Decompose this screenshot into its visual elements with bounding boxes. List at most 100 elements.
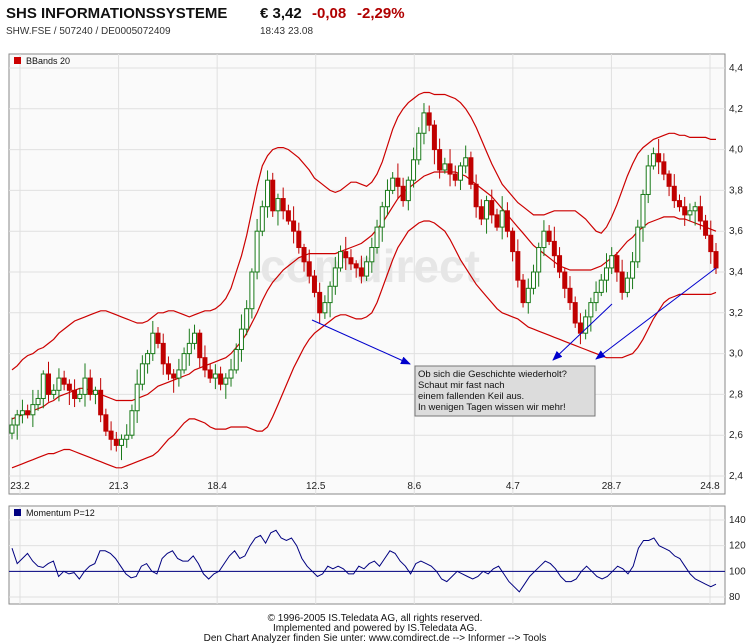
candle-body [353, 263, 359, 269]
footer-tools-link[interactable]: Den Chart Analyzer finden Sie unter: www… [203, 633, 547, 644]
candlestick-series [9, 103, 719, 461]
candle-body [499, 210, 505, 228]
candle-body [259, 206, 265, 232]
price-x-tick-label: 23.2 [10, 481, 30, 492]
price-change-abs: -0,08 [312, 5, 347, 22]
price-change-pct: -2,29% [357, 5, 405, 22]
candle-body [233, 349, 239, 371]
candle-body [421, 112, 427, 134]
momentum-legend-label: Momentum P=12 [26, 508, 95, 518]
momentum-y-tick-label: 120 [729, 541, 746, 552]
candle-body [557, 255, 563, 273]
price-y-tick-label: 2,6 [729, 430, 743, 441]
candle-body [317, 291, 323, 314]
candle-body [692, 206, 698, 212]
candle-body [212, 373, 218, 379]
annotation-arrow [552, 303, 613, 361]
candle-body [379, 206, 385, 228]
price-y-tick-label: 3,8 [729, 185, 743, 196]
candle-body [588, 302, 594, 318]
price-y-tick-label: 3,0 [729, 349, 743, 360]
candle-body [280, 198, 286, 212]
price-x-tick-label: 12.5 [306, 481, 326, 492]
price-x-tick-label: 18.4 [207, 481, 227, 492]
candle-body [703, 220, 709, 236]
candle-body [708, 234, 714, 253]
candle-body [593, 291, 599, 304]
candle-body [25, 410, 31, 416]
bbands-legend-label: BBands 20 [26, 56, 70, 66]
candle-body [192, 332, 198, 344]
candle-body [624, 277, 630, 293]
momentum-y-tick-label: 80 [729, 592, 741, 603]
candle-body [30, 404, 36, 416]
candle-body [165, 363, 171, 375]
candle-body [390, 177, 396, 191]
candle-body [682, 206, 688, 216]
candle-body [520, 279, 526, 304]
candle-body [666, 173, 672, 187]
candle-body [609, 255, 615, 269]
candle-body [577, 322, 583, 334]
candle-body [343, 251, 349, 259]
candle-body [218, 373, 224, 385]
quote-time: 18:43 [260, 26, 286, 37]
annotation-arrow [595, 267, 717, 360]
candle-body [583, 316, 589, 334]
candle-body [77, 393, 83, 399]
candle-body [223, 377, 229, 385]
candle-body [405, 179, 411, 202]
candle-body [103, 414, 109, 432]
candle-body [619, 271, 625, 293]
candle-body [207, 369, 213, 379]
momentum-y-axis: 80 100 120 140 [729, 515, 746, 603]
candle-body [9, 424, 15, 434]
candle-body [150, 332, 156, 355]
candle-body [40, 373, 46, 399]
bbands-upper-line [11, 91, 716, 371]
candle-body [249, 271, 255, 310]
candle-body [285, 210, 291, 222]
candle-body [510, 230, 516, 253]
candle-body [478, 206, 484, 220]
candle-body [348, 257, 354, 265]
momentum-line [11, 529, 717, 593]
candle-body [635, 226, 641, 263]
candle-body [671, 185, 677, 202]
candle-body [46, 373, 52, 395]
bbands-legend-swatch [14, 57, 21, 64]
candle-body [713, 251, 719, 269]
candle-body [228, 369, 234, 379]
candle-body [322, 302, 328, 314]
candle-body [358, 267, 364, 277]
candle-body [687, 210, 693, 216]
candle-body [291, 220, 297, 232]
candle-body [369, 247, 375, 263]
candle-body [108, 430, 114, 440]
price-x-tick-label: 28.7 [602, 481, 622, 492]
price-x-tick-label: 8.6 [407, 481, 421, 492]
price-y-tick-label: 3,2 [729, 308, 743, 319]
price-x-tick-label: 24.8 [700, 481, 720, 492]
candle-body [468, 157, 474, 185]
annotation-line: Ob sich die Geschichte wiederholt? [418, 369, 567, 380]
candle-body [306, 261, 312, 277]
candle-body [238, 328, 244, 351]
candle-body [645, 165, 651, 195]
candle-body [630, 261, 636, 279]
annotation-line: einem fallenden Keil aus. [418, 391, 524, 402]
candle-body [463, 157, 469, 167]
price-x-tick-label: 4.7 [506, 481, 520, 492]
price-y-tick-label: 3,4 [729, 267, 743, 278]
candle-body [145, 353, 151, 365]
candle-body [484, 200, 490, 220]
stock-identifier: SHW.FSE / 507240 / DE0005072409 [6, 26, 171, 37]
candle-body [551, 240, 557, 257]
candle-body [541, 230, 547, 249]
price-x-axis: 23.2 21.3 18.4 12.5 8.6 4.7 28.7 24.8 [10, 481, 720, 492]
candle-body [35, 397, 41, 406]
candle-body [395, 177, 401, 187]
stock-name: SHS INFORMATIONSSYSTEME [6, 5, 228, 22]
candle-body [457, 165, 463, 181]
candle-body [19, 410, 25, 416]
